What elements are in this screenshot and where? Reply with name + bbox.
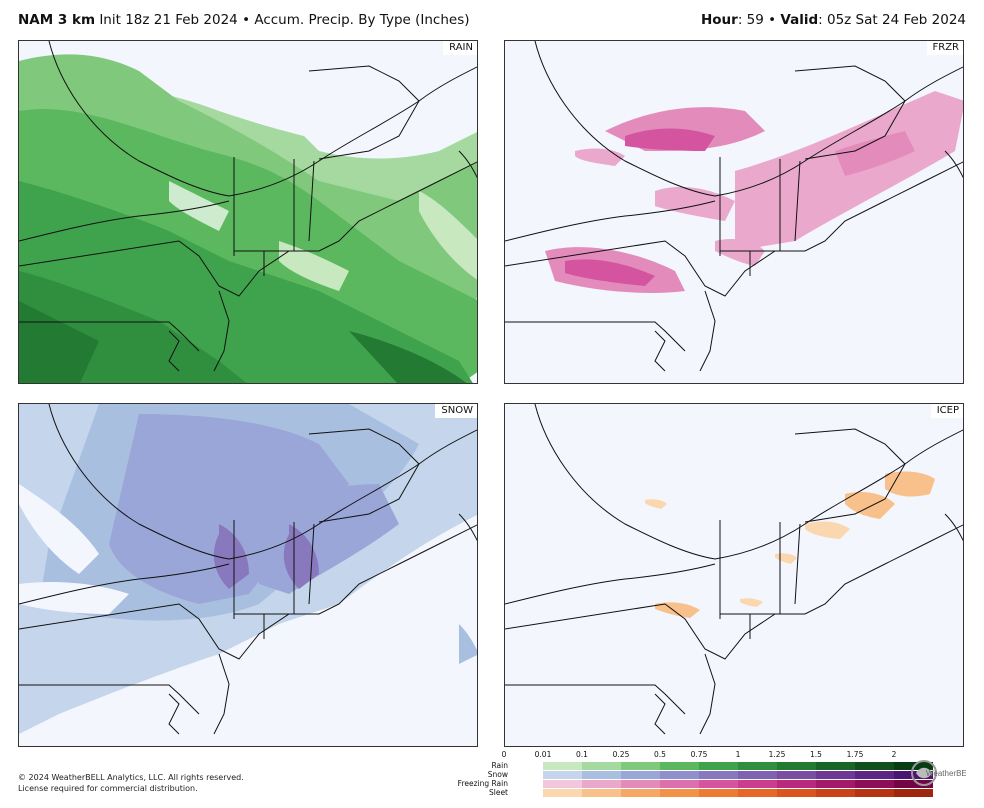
icep-panel-label: ICEP: [930, 404, 963, 418]
bullet-separator-2: •: [768, 12, 777, 28]
icep-map: [505, 404, 963, 735]
valid-label: Valid: [780, 12, 819, 28]
icep-boundaries: [505, 404, 963, 735]
legend-color-cell: [738, 771, 777, 779]
copyright-footer: © 2024 WeatherBELL Analytics, LLC. All r…: [18, 772, 244, 794]
legend-color-cell: [777, 771, 816, 779]
frzr-panel-label: FRZR: [926, 41, 963, 55]
map-header: NAM 3 km Init 18z 21 Feb 2024 • Accum. P…: [18, 12, 966, 34]
snow-boundaries: [19, 404, 477, 735]
legend-color-cell: [699, 789, 738, 797]
legend-color-cell: [816, 771, 855, 779]
snow-panel: SNOW: [18, 403, 478, 747]
legend-color-cell: [543, 789, 582, 797]
legend-color-cell: [777, 789, 816, 797]
legend-color-cell: [894, 780, 933, 788]
legend-color-cell: [582, 789, 621, 797]
valid-value: : 05z Sat 24 Feb 2024: [818, 12, 966, 28]
precip-legend: 0 0.01 0.1 0.25 0.5 0.75 1 1.25 1.5 1.75 2 Rain Snow…: [440, 750, 933, 808]
legend-color-cell: [582, 780, 621, 788]
rain-precip-shading: [19, 41, 477, 383]
legend-color-cell: [855, 762, 894, 770]
weatherbell-logo-icon: WeatherBELL: [911, 760, 976, 786]
logo-text: WeatherBELL: [926, 769, 966, 778]
legend-tick: 0: [501, 750, 507, 759]
legend-color-cell: [738, 762, 777, 770]
frzr-panel: FRZR: [504, 40, 964, 384]
hour-label: Hour: [700, 12, 738, 28]
legend-color-cell: [660, 780, 699, 788]
legend-color-cell: [543, 771, 582, 779]
legend-tick: 1.75: [846, 750, 864, 759]
legend-color-cell: [543, 780, 582, 788]
legend-color-cell: [816, 789, 855, 797]
legend-tick: 1: [735, 750, 741, 759]
icep-panel: ICEP: [504, 403, 964, 747]
legend-color-cell: [621, 789, 660, 797]
snow-map: [19, 404, 477, 735]
rain-boundaries: [19, 41, 477, 372]
legend-color-cell: [543, 762, 582, 770]
legend-row-label: Rain: [491, 761, 508, 770]
frzr-map: [505, 41, 963, 372]
legend-color-cell: [621, 771, 660, 779]
legend-color-cell: [894, 789, 933, 797]
legend-color-cell: [816, 780, 855, 788]
legend-color-cell: [855, 789, 894, 797]
legend-color-cell: [699, 762, 738, 770]
legend-tick: 1.25: [768, 750, 786, 759]
model-name: NAM 3 km: [18, 12, 96, 28]
weatherbell-logo: WeatherBELL: [908, 758, 976, 788]
legend-color-cell: [738, 780, 777, 788]
header-valid: Hour: 59 • Valid: 05z Sat 24 Feb 2024: [701, 12, 966, 28]
legend-color-cell: [660, 789, 699, 797]
legend-row-label: Snow: [487, 770, 508, 779]
legend-tick: 0.1: [576, 750, 588, 759]
legend-color-cell: [855, 780, 894, 788]
legend-color-cell: [699, 771, 738, 779]
legend-tick: 1.5: [810, 750, 822, 759]
rain-map: [19, 41, 477, 383]
legend-tick: 0.01: [534, 750, 552, 759]
legend-color-cell: [777, 762, 816, 770]
legend-tick: 0.5: [654, 750, 666, 759]
legend-tick: 2: [891, 750, 897, 759]
legend-color-cell: [738, 789, 777, 797]
legend-color-cell: [582, 762, 621, 770]
legend-row-label: Freezing Rain: [457, 779, 508, 788]
product-name: Accum. Precip. By Type (Inches): [254, 12, 470, 28]
init-time: Init 18z 21 Feb 2024: [99, 12, 238, 28]
legend-color-cell: [660, 762, 699, 770]
legend-color-cell: [582, 771, 621, 779]
legend-color-cell: [621, 780, 660, 788]
legend-color-cell: [894, 771, 933, 779]
copyright-line: © 2024 WeatherBELL Analytics, LLC. All r…: [18, 773, 244, 782]
license-line: License required for commercial distribu…: [18, 784, 198, 793]
hour-value: : 59: [737, 12, 764, 28]
legend-tick: 0.75: [690, 750, 708, 759]
icep-precip-shading: [645, 471, 935, 618]
legend-tick: 0.25: [612, 750, 630, 759]
legend-color-cell: [660, 771, 699, 779]
rain-panel: RAIN: [18, 40, 478, 384]
snow-panel-label: SNOW: [435, 404, 477, 418]
legend-row-label: Sleet: [488, 788, 508, 797]
snow-precip-shading: [19, 404, 477, 734]
bullet-separator: •: [242, 12, 251, 28]
header-title: NAM 3 km Init 18z 21 Feb 2024 • Accum. P…: [18, 12, 470, 28]
legend-color-cell: [699, 780, 738, 788]
legend-color-cell: [855, 771, 894, 779]
legend-color-cell: [816, 762, 855, 770]
frzr-precip-shading: [545, 91, 963, 293]
frzr-boundaries: [505, 41, 963, 372]
legend-color-cell: [777, 780, 816, 788]
legend-color-cell: [621, 762, 660, 770]
rain-panel-label: RAIN: [443, 41, 477, 55]
